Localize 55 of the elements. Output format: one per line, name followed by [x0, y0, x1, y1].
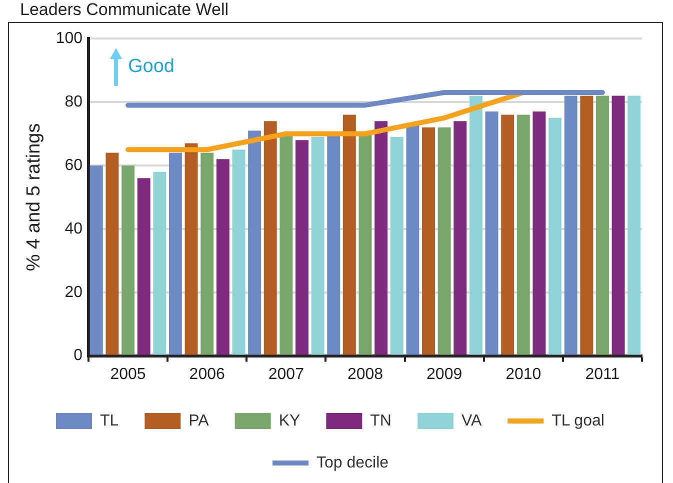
legend-label: TL	[100, 412, 119, 430]
legend-label: TL goal	[552, 412, 604, 430]
legend-label: VA	[461, 412, 482, 430]
bar	[596, 96, 609, 355]
chart-title: Leaders Communicate Well	[20, 0, 228, 20]
legend-label: Top decile	[316, 454, 389, 472]
bar	[90, 165, 103, 355]
bar	[200, 152, 214, 355]
bar	[438, 127, 451, 355]
bar	[580, 96, 594, 355]
bar	[122, 165, 135, 355]
bar	[358, 134, 372, 355]
y-tick-label: 100	[56, 30, 83, 48]
y-axis-title: % 4 and 5 ratings	[24, 123, 45, 272]
y-tick-label: 20	[64, 284, 83, 301]
bar	[469, 96, 482, 355]
bar	[628, 96, 641, 355]
x-tick-label: 2010	[506, 366, 542, 383]
bar	[374, 121, 388, 355]
bar	[485, 112, 498, 355]
legend-label: TN	[370, 412, 392, 430]
legend-label: KY	[278, 412, 300, 430]
x-tick-label: 2007	[268, 366, 304, 383]
bar	[422, 127, 435, 355]
bar	[232, 150, 246, 355]
annotation: Good	[128, 56, 174, 78]
bar	[532, 112, 546, 355]
y-tick-label: 60	[64, 156, 83, 174]
bar	[454, 121, 467, 355]
bar	[548, 118, 562, 355]
y-tick-label: 40	[64, 220, 83, 238]
bar	[248, 130, 262, 355]
bar	[264, 121, 277, 355]
bar	[106, 152, 119, 355]
y-tick-label: 0	[74, 347, 83, 364]
bar	[390, 136, 404, 355]
bar	[168, 152, 182, 355]
x-tick-label: 2006	[189, 366, 225, 383]
bar	[216, 159, 230, 355]
x-tick-label: 2005	[110, 366, 146, 383]
bar	[501, 114, 514, 355]
bar	[311, 136, 324, 355]
bar	[612, 96, 625, 355]
bar	[153, 172, 166, 355]
bar	[342, 114, 356, 355]
legend-label: PA	[188, 412, 210, 430]
bar	[137, 178, 150, 355]
bar	[296, 140, 308, 355]
x-tick-label: 2009	[426, 366, 462, 383]
y-tick-label: 80	[64, 93, 83, 110]
bar	[184, 143, 198, 355]
x-tick-label: 2011	[585, 366, 620, 383]
bar	[406, 124, 420, 355]
x-tick-label: 2008	[347, 366, 384, 383]
bar	[516, 114, 530, 355]
